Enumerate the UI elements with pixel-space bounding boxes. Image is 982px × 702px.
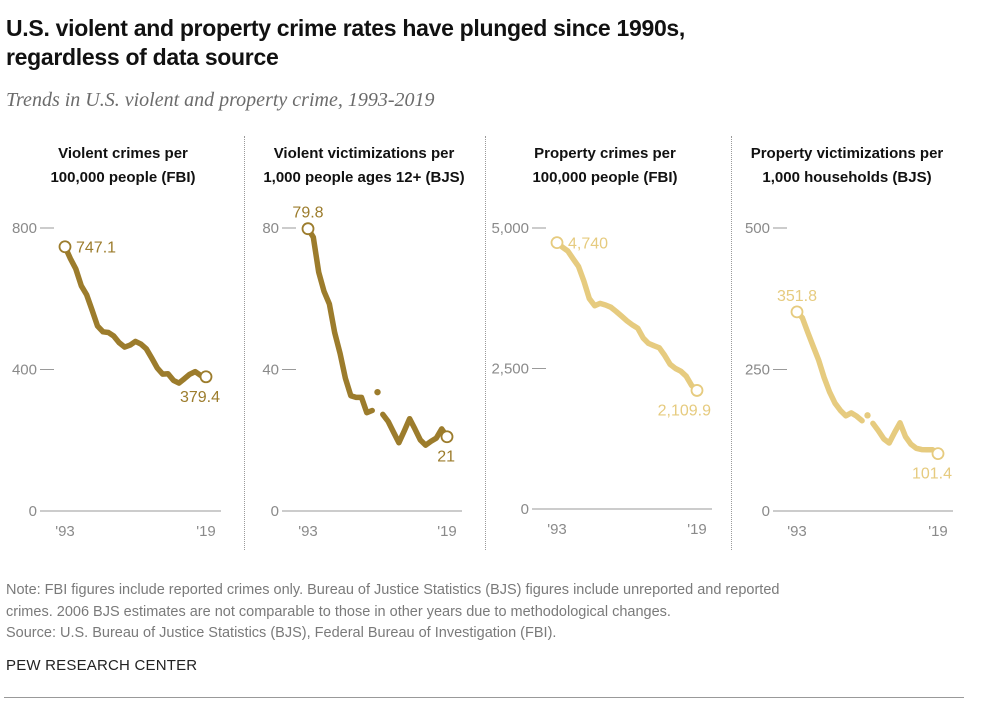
panel-title-property-bjs: Property victimizations per 1,000 househ… — [727, 142, 967, 190]
panel-title-line-1: Property crimes per — [534, 145, 676, 162]
y-tick-label: 40 — [262, 362, 279, 379]
start-point-marker — [550, 236, 564, 250]
panel-title-line-1: Violent crimes per — [58, 145, 188, 162]
y-tick-label: 250 — [745, 362, 770, 379]
series-line — [554, 239, 700, 394]
chart-title-line-2: regardless of data source — [6, 44, 279, 70]
y-tick-label: 2,500 — [491, 361, 529, 378]
panel-title-property-fbi: Property crimes per 100,000 people (FBI) — [485, 142, 725, 190]
y-tick-label: 0 — [762, 503, 770, 520]
x-tick-label: '93 — [55, 523, 75, 540]
panel-title-violent-bjs: Violent victimizations per 1,000 people … — [244, 142, 484, 190]
y-tick-label: 0 — [521, 501, 529, 518]
x-tick-label: '19 — [196, 523, 216, 540]
x-tick-label: '93 — [298, 523, 318, 540]
panel-title-line-2: 100,000 people (FBI) — [50, 169, 196, 186]
series-line — [380, 411, 450, 448]
end-value-label: 2,109.9 — [658, 402, 711, 419]
start-value-label: 4,740 — [568, 236, 608, 253]
series-line — [62, 243, 209, 386]
x-tick-label: '93 — [547, 521, 567, 538]
end-point-marker — [690, 384, 704, 397]
chart-title: U.S. violent and property crime rates ha… — [6, 14, 906, 72]
y-tick-label: 800 — [12, 220, 37, 237]
note-line-1: Note: FBI figures include reported crime… — [6, 582, 780, 598]
panel-title-line-1: Violent victimizations per — [273, 145, 455, 162]
y-tick-label: 500 — [745, 220, 770, 237]
start-value-label: 351.8 — [777, 288, 817, 305]
end-value-label: 21 — [437, 449, 455, 466]
start-point-marker — [790, 305, 804, 319]
series-line — [305, 225, 375, 416]
start-point-marker — [301, 222, 315, 236]
bottom-divider — [4, 697, 964, 698]
panel-title-violent-fbi: Violent crimes per 100,000 people (FBI) — [3, 142, 243, 190]
y-tick-label: 0 — [271, 503, 279, 520]
small-multiples-chart: 0 400 800 '93 '19 747.1 379.4 0 40 80 '93 '19 79.8 21… — [12, 205, 953, 540]
panel-divider — [244, 136, 245, 550]
series-line — [794, 309, 865, 424]
end-value-label: 379.4 — [180, 389, 220, 406]
chart-title-line-1: U.S. violent and property crime rates ha… — [6, 15, 686, 41]
panel-title-line-2: 1,000 people ages 12+ (BJS) — [263, 169, 465, 186]
start-value-label: 79.8 — [292, 205, 323, 222]
series-line — [870, 420, 941, 457]
start-point-marker — [58, 240, 72, 254]
end-value-label: 101.4 — [912, 466, 952, 483]
brand-logo-text: PEW RESEARCH CENTER — [6, 657, 198, 674]
note-line-2: crimes. 2006 BJS estimates are not compa… — [6, 603, 671, 620]
x-tick-label: '19 — [687, 521, 707, 538]
break-year-point — [864, 412, 871, 419]
y-tick-label: 0 — [29, 503, 37, 520]
x-tick-label: '19 — [437, 523, 457, 540]
source-line: Source: U.S. Bureau of Justice Statistic… — [6, 625, 557, 641]
panel-divider — [731, 136, 732, 550]
panel-title-line-1: Property victimizations per — [750, 145, 944, 162]
end-point-marker — [931, 447, 945, 461]
panel-divider — [485, 136, 486, 550]
x-tick-label: '19 — [928, 523, 948, 540]
y-tick-label: 400 — [12, 362, 37, 379]
x-tick-label: '93 — [787, 523, 807, 540]
start-value-label: 747.1 — [76, 240, 116, 257]
chart-note: Note: FBI figures include reported crime… — [6, 580, 966, 645]
end-point-marker — [199, 370, 213, 384]
y-tick-label: 80 — [262, 220, 279, 237]
chart-subtitle: Trends in U.S. violent and property crim… — [6, 89, 435, 111]
panel-title-line-2: 100,000 people (FBI) — [532, 169, 678, 186]
y-tick-label: 5,000 — [491, 220, 529, 237]
panel-title-line-2: 1,000 households (BJS) — [762, 169, 932, 186]
break-year-point — [374, 388, 381, 396]
end-point-marker — [440, 430, 454, 444]
